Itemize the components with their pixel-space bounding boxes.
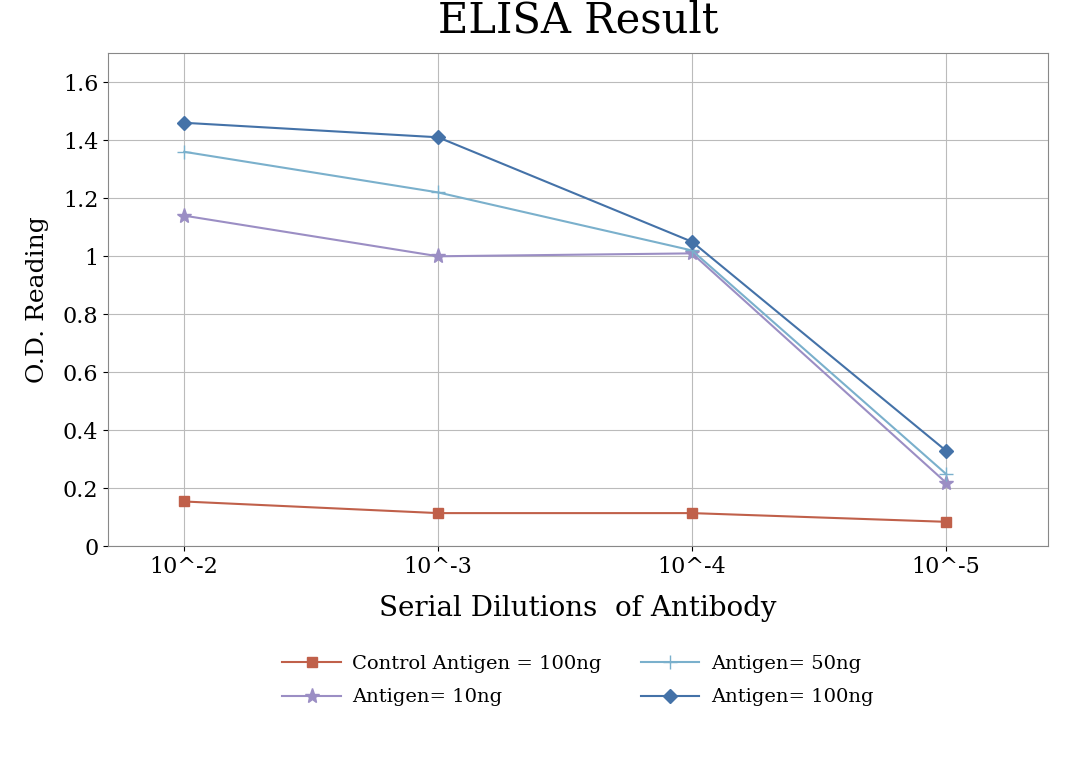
Control Antigen = 100ng — [940, 518, 953, 527]
Line: Antigen= 50ng: Antigen= 50ng — [177, 145, 953, 481]
Antigen= 100ng — [686, 238, 699, 247]
Antigen= 100ng — [940, 446, 953, 455]
Legend: Control Antigen = 100ng, Antigen= 10ng, Antigen= 50ng, Antigen= 100ng: Control Antigen = 100ng, Antigen= 10ng, … — [282, 655, 874, 707]
Antigen= 50ng — [432, 188, 445, 197]
Antigen= 10ng — [432, 252, 445, 261]
Control Antigen = 100ng — [432, 509, 445, 518]
Line: Antigen= 10ng: Antigen= 10ng — [176, 208, 954, 490]
Control Antigen = 100ng — [178, 497, 191, 506]
Antigen= 10ng — [940, 478, 953, 487]
Antigen= 10ng — [178, 211, 191, 220]
Antigen= 100ng — [178, 118, 191, 128]
Antigen= 50ng — [940, 469, 953, 478]
Antigen= 50ng — [686, 246, 699, 255]
Line: Control Antigen = 100ng: Control Antigen = 100ng — [179, 496, 950, 527]
Antigen= 10ng — [686, 249, 699, 258]
Title: ELISA Result: ELISA Result — [437, 0, 718, 41]
Line: Antigen= 100ng: Antigen= 100ng — [179, 118, 950, 455]
Control Antigen = 100ng — [686, 509, 699, 518]
Y-axis label: O.D. Reading: O.D. Reading — [26, 216, 49, 383]
Antigen= 50ng — [178, 147, 191, 156]
Antigen= 100ng — [432, 133, 445, 142]
X-axis label: Serial Dilutions  of Antibody: Serial Dilutions of Antibody — [379, 595, 777, 622]
